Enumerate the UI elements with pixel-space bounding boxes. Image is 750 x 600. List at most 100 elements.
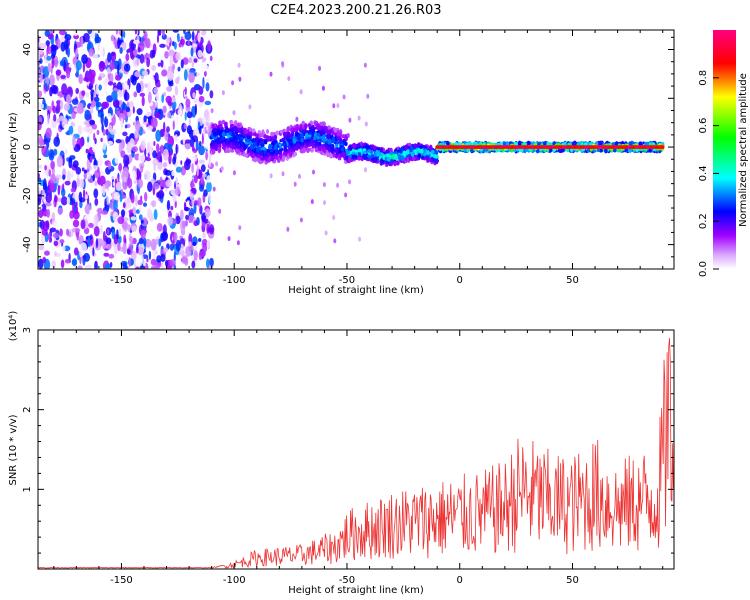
heatmap-cell [154,72,159,84]
x-tick-label: -150 [110,575,133,586]
heatmap-cell [72,258,78,267]
heatmap-cell [238,139,243,144]
heatmap-cell [41,228,48,236]
heatmap-cell [262,146,266,150]
heatmap-cell [46,208,51,218]
y-tick-label: -40 [22,236,33,252]
heatmap-cell [38,42,43,48]
heatmap-cell [50,53,55,60]
heatmap-cell [344,141,348,147]
heatmap-cell [172,30,179,33]
heatmap-cell [106,228,110,235]
heatmap-cell [357,156,361,161]
heatmap-cell [321,85,325,91]
heatmap-cell [333,127,338,133]
heatmap-cell [184,226,187,236]
heatmap-cell [38,116,43,124]
heatmap-cell [322,121,326,127]
heatmap-cell [175,215,181,225]
heatmap-cell [117,242,121,252]
heatmap-cell [51,57,55,69]
heatmap-cell [130,192,135,204]
heatmap-cell [185,206,189,212]
heatmap-x-axis-label: Height of straight line (km) [288,285,424,296]
heatmap-cell [75,48,79,55]
y-tick-label: -20 [22,188,33,204]
heatmap-cell [139,53,145,64]
heatmap-cell [112,211,119,223]
heatmap-cell [213,142,218,148]
heatmap-cell [327,139,332,145]
heatmap-cell [131,250,137,261]
heatmap-cell [307,123,312,127]
heatmap-cell [73,30,79,36]
heatmap-cell [281,155,286,161]
heatmap-cell [132,57,140,67]
heatmap-cell [181,255,188,265]
heatmap-cell [50,160,55,170]
heatmap-cell [38,187,42,195]
heatmap-cell [364,121,368,127]
heatmap-cell [168,49,175,57]
heatmap-cell [298,173,301,179]
heatmap-cell [38,244,45,251]
heatmap-cell [86,171,92,180]
heatmap-cell [269,148,274,153]
heatmap-cell [180,59,184,69]
heatmap-cell [134,129,139,139]
heatmap-cell [95,237,99,249]
heatmap-cell [87,30,93,35]
heatmap-cell [224,123,228,127]
heatmap-cell [139,171,142,180]
heatmap-cell [119,192,123,203]
colorbar-label: Normalized spectral amplitude [738,73,749,227]
heatmap-cell [202,76,205,89]
heatmap-cell [133,39,140,45]
heatmap-cell [77,265,83,269]
heatmap-cell [420,148,424,154]
heatmap-cell [413,143,418,149]
heatmap-cell [63,59,66,72]
heatmap-cell [385,149,389,153]
heatmap-cell [310,199,314,205]
heatmap-cell [266,129,269,134]
heatmap-cell [106,67,111,74]
heatmap-cell [294,146,298,151]
heatmap-cell [344,192,348,198]
heatmap-cell [123,221,128,230]
heatmap-cell [114,244,118,255]
heatmap-cell [219,123,223,128]
heatmap-cell [107,140,114,146]
heatmap-cell [306,147,310,153]
heatmap-cell [205,151,209,161]
heatmap-cell [133,91,138,98]
heatmap-cell [173,251,176,261]
heatmap-cell [183,30,186,35]
heatmap-cell [72,227,76,233]
heatmap-cell [429,144,433,151]
heatmap-cell [177,66,181,72]
heatmap-cell [53,240,59,247]
heatmap-cell [348,117,352,123]
heatmap-cell [198,159,205,164]
heatmap-cell [638,141,642,146]
heatmap-cell [123,82,128,90]
heatmap-cell [293,181,297,187]
heatmap-cell [402,150,407,156]
heatmap-cell [38,209,44,218]
heatmap-cell [68,63,75,68]
heatmap-cell [162,105,167,114]
heatmap-cell [165,259,169,267]
heatmap-cell [158,238,162,247]
heatmap-cell [365,144,369,150]
heatmap-cell [281,143,285,147]
heatmap-cell [352,143,357,149]
heatmap-cell [208,221,211,226]
heatmap-cell [134,266,140,269]
heatmap-cell [168,81,174,87]
heatmap-cell [68,118,72,125]
heatmap-cell [71,98,79,105]
heatmap-cell [154,238,159,245]
heatmap-cell [202,173,207,178]
colorbar-tick-label: 0.2 [698,213,709,229]
